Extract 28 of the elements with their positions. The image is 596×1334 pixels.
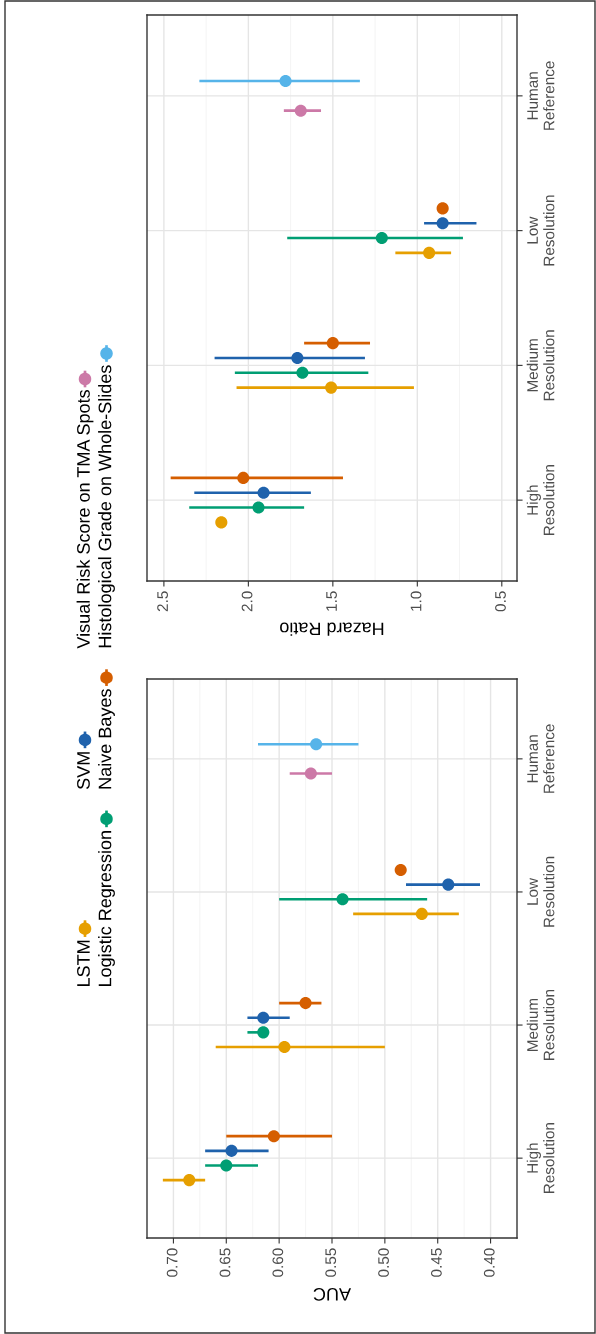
y-tick-label: High Resolution xyxy=(526,1123,555,1193)
x-tick-label: 0.50 xyxy=(378,1248,389,1277)
x-tick-label: 2.0 xyxy=(241,591,253,612)
y-tick-label: Human Reference xyxy=(527,724,555,793)
legend-label: Naive Bayes xyxy=(98,689,115,789)
y-tick-label: Human Reference xyxy=(527,61,555,130)
y-tick-label: Medium Resolution xyxy=(526,989,555,1060)
y-tick-label: High Resolution xyxy=(526,465,555,535)
x-axis-title: Hazard Ratio xyxy=(280,622,384,636)
y-tick-label: Low Resolution xyxy=(527,195,555,266)
x-tick-label: 1.0 xyxy=(410,591,422,611)
legend-label: SVM xyxy=(77,752,90,790)
legend-label: Logistic Regression xyxy=(98,831,115,987)
x-tick-label: 0.65 xyxy=(219,1248,231,1277)
x-tick-label: 0.70 xyxy=(166,1248,178,1277)
legend-label: Visual Risk Score on TMA Spots xyxy=(76,390,94,649)
x-tick-label: 2.5 xyxy=(157,591,168,612)
x-tick-label: 0.45 xyxy=(431,1248,442,1277)
legend-label: Histological Grade on Whole-Slides xyxy=(98,365,115,648)
y-tick-label: Low Resolution xyxy=(527,856,555,927)
x-tick-label: 0.40 xyxy=(483,1248,495,1277)
x-tick-label: 1.5 xyxy=(326,591,337,611)
x-tick-label: 0.5 xyxy=(495,591,506,612)
legend-label: LSTM xyxy=(77,940,90,987)
x-tick-label: 0.55 xyxy=(325,1248,337,1277)
y-tick-label: Medium Resolution xyxy=(526,330,555,401)
x-axis-title: AUC xyxy=(313,1287,352,1301)
x-tick-label: 0.60 xyxy=(272,1248,284,1277)
